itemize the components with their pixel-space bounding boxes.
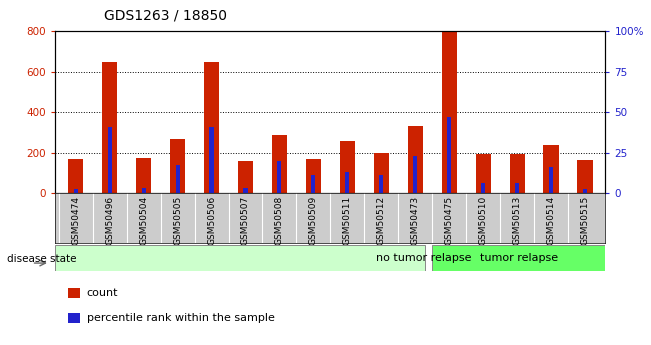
Bar — [107, 127, 112, 193]
Bar — [413, 156, 417, 193]
Bar — [544, 145, 559, 193]
Bar — [549, 167, 553, 193]
Text: GSM50509: GSM50509 — [309, 196, 318, 245]
Bar — [55, 245, 426, 271]
Bar — [74, 189, 77, 193]
Text: GSM50475: GSM50475 — [445, 196, 454, 245]
Bar — [577, 160, 592, 193]
Text: GSM50504: GSM50504 — [139, 196, 148, 245]
Text: GSM50506: GSM50506 — [207, 196, 216, 245]
Bar — [340, 140, 355, 193]
Text: no tumor relapse: no tumor relapse — [376, 253, 471, 263]
Bar — [277, 161, 281, 193]
Bar — [238, 161, 253, 193]
Text: GSM50514: GSM50514 — [547, 196, 555, 245]
Text: tumor relapse: tumor relapse — [480, 253, 558, 263]
Bar — [68, 159, 83, 193]
Bar — [447, 117, 451, 193]
Bar — [311, 175, 316, 193]
Bar — [272, 136, 287, 193]
Text: GSM50508: GSM50508 — [275, 196, 284, 245]
Bar — [102, 62, 117, 193]
Text: GSM50474: GSM50474 — [71, 196, 80, 245]
Bar — [243, 188, 247, 193]
Bar — [432, 245, 605, 271]
Text: disease state: disease state — [7, 255, 76, 264]
Bar — [441, 32, 457, 193]
Text: GSM50513: GSM50513 — [512, 196, 521, 245]
Bar — [210, 127, 214, 193]
Bar — [475, 154, 491, 193]
Bar — [176, 165, 180, 193]
Bar — [408, 126, 423, 193]
Text: count: count — [87, 288, 118, 298]
Bar — [515, 184, 519, 193]
Text: GSM50512: GSM50512 — [377, 196, 386, 245]
Bar — [374, 152, 389, 193]
Bar — [306, 159, 321, 193]
Text: GSM50511: GSM50511 — [343, 196, 352, 245]
Text: GSM50515: GSM50515 — [581, 196, 590, 245]
Bar — [510, 154, 525, 193]
Text: GSM50505: GSM50505 — [173, 196, 182, 245]
Text: GDS1263 / 18850: GDS1263 / 18850 — [104, 9, 227, 23]
Text: percentile rank within the sample: percentile rank within the sample — [87, 313, 275, 323]
Bar — [380, 175, 383, 193]
Bar — [141, 188, 146, 193]
Text: GSM50473: GSM50473 — [411, 196, 420, 245]
Bar — [204, 62, 219, 193]
Text: GSM50507: GSM50507 — [241, 196, 250, 245]
Text: GSM50496: GSM50496 — [105, 196, 114, 245]
Text: GSM50510: GSM50510 — [478, 196, 488, 245]
Bar — [481, 184, 485, 193]
Bar — [136, 158, 151, 193]
Bar — [345, 172, 350, 193]
Bar — [583, 189, 587, 193]
Bar — [170, 139, 186, 193]
